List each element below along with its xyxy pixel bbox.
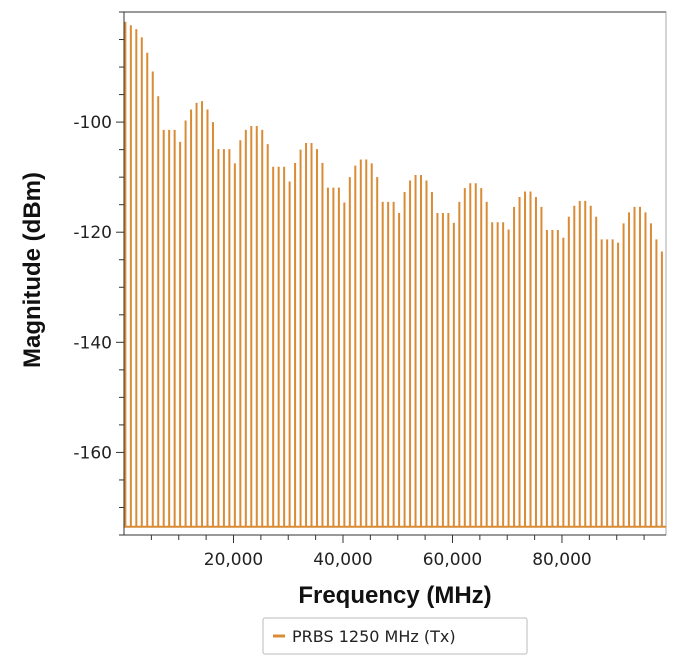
y-tick-label: -160 xyxy=(73,443,112,463)
y-ticks-group: -100 -120 -140 -160 xyxy=(73,11,124,536)
legend[interactable]: PRBS 1250 MHz (Tx) xyxy=(262,617,528,655)
plot-area xyxy=(123,11,667,536)
x-ticks-group: 20,000 40,000 60,000 80,000 xyxy=(150,535,645,570)
y-tick-label: -120 xyxy=(73,223,112,243)
legend-box xyxy=(262,617,528,655)
x-tick-label: 60,000 xyxy=(423,550,482,570)
x-tick-label: 80,000 xyxy=(532,550,591,570)
legend-label: PRBS 1250 MHz (Tx) xyxy=(292,627,456,646)
y-tick-label: -140 xyxy=(73,333,112,353)
y-tick-label: -100 xyxy=(73,113,112,133)
y-axis-title: Magnitude (dBm) xyxy=(19,172,46,368)
bars-group xyxy=(124,21,663,527)
x-tick-label: 20,000 xyxy=(204,550,263,570)
x-tick-label: 40,000 xyxy=(313,550,372,570)
x-axis-title: Frequency (MHz) xyxy=(298,582,491,609)
